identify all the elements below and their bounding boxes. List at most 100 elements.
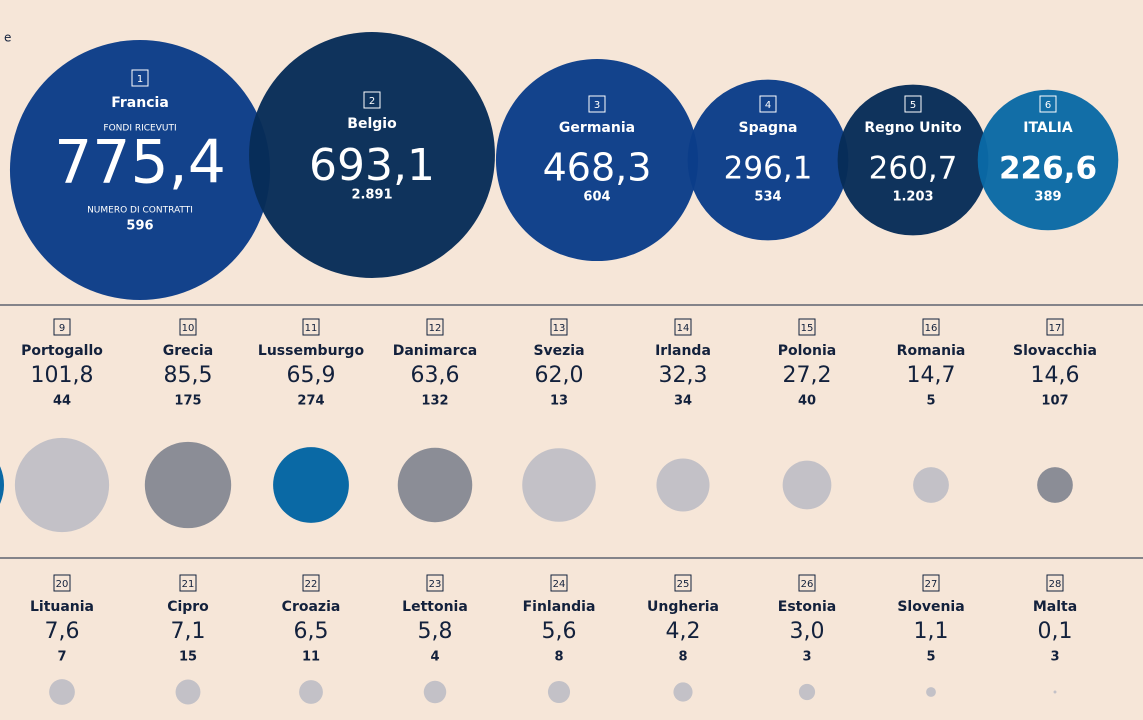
rank: 14 (677, 323, 690, 334)
contracts: 389 (1034, 190, 1061, 205)
rank-box (798, 318, 816, 336)
funds-value: 226,6 (999, 151, 1097, 187)
funds-value: 7,1 (171, 619, 206, 644)
rank: 24 (553, 579, 566, 590)
funds-value: 65,9 (287, 363, 336, 388)
rank: 25 (677, 579, 690, 590)
rank-box (759, 95, 777, 113)
bubble (175, 679, 201, 705)
country-name: Cipro (167, 599, 209, 615)
rank: 9 (59, 323, 65, 334)
rank-box (1046, 318, 1064, 336)
bubble (1053, 690, 1057, 694)
contracts: 40 (798, 394, 816, 409)
country-name: Spagna (739, 120, 798, 136)
country-name: Belgio (347, 116, 397, 132)
contracts: 2.891 (351, 188, 392, 203)
contracts: 7 (57, 650, 66, 665)
rank: 22 (305, 579, 318, 590)
bubble (249, 32, 495, 278)
country-name: Francia (111, 95, 169, 111)
bubble (49, 679, 75, 705)
funds-value: 468,3 (543, 146, 652, 190)
country-name: Croazia (282, 599, 341, 615)
funds-value: 6,5 (294, 619, 329, 644)
rank: 2 (369, 96, 375, 107)
funds-value: 1,1 (914, 619, 949, 644)
funds-value: 14,6 (1031, 363, 1080, 388)
rank-box (179, 574, 197, 592)
rank-box (798, 574, 816, 592)
contracts: 5 (926, 394, 935, 409)
bubble (926, 687, 936, 697)
country-name: Estonia (778, 599, 836, 615)
rank: 12 (429, 323, 442, 334)
country-name: ITALIA (1023, 120, 1073, 136)
bubble (495, 58, 699, 262)
bubble (9, 39, 271, 301)
contracts: 274 (297, 394, 324, 409)
country-name: Regno Unito (864, 120, 962, 136)
rank: 13 (553, 323, 566, 334)
bubble (423, 680, 447, 704)
funds-caption: FONDI RICEVUTI (103, 124, 176, 134)
bubble (913, 467, 949, 503)
rank: 1 (137, 74, 143, 85)
country-name: Slovacchia (1013, 343, 1097, 359)
rank-box (922, 318, 940, 336)
rank-box (179, 318, 197, 336)
funds-value: 101,8 (31, 363, 94, 388)
rank: 23 (429, 579, 442, 590)
bubble (837, 84, 989, 236)
rank: 3 (594, 100, 600, 111)
country-name: Danimarca (393, 343, 478, 359)
middle-row: 9Portogallo101,84410Grecia85,517511Lusse… (14, 318, 1097, 705)
bubble (144, 441, 232, 529)
contracts: 8 (554, 650, 563, 665)
contracts: 44 (53, 394, 71, 409)
funds-value: 63,6 (411, 363, 460, 388)
contracts: 3 (802, 650, 811, 665)
contracts: 15 (179, 650, 197, 665)
rank-box (53, 318, 71, 336)
funds-value: 4,2 (666, 619, 701, 644)
funds-value: 27,2 (783, 363, 832, 388)
contracts: 11 (302, 650, 320, 665)
rank-box (550, 318, 568, 336)
country-name: Lussemburgo (258, 343, 365, 359)
rank-box (1046, 574, 1064, 592)
country-name: Grecia (163, 343, 213, 359)
funds-value: 3,0 (790, 619, 825, 644)
contracts: 175 (174, 394, 201, 409)
bubble (522, 448, 596, 522)
bubble (798, 683, 816, 701)
rank: 11 (305, 323, 318, 334)
rank-box (53, 574, 71, 592)
rank-box (674, 574, 692, 592)
country-name: Romania (897, 343, 966, 359)
contracts: 596 (126, 219, 153, 234)
rank: 26 (801, 579, 814, 590)
rank-box (550, 574, 568, 592)
rank: 4 (765, 100, 771, 111)
rank: 17 (1049, 323, 1062, 334)
rank: 16 (925, 323, 938, 334)
funds-value: 296,1 (724, 151, 813, 187)
funds-value: 0,1 (1038, 619, 1073, 644)
country-name: Lettonia (402, 599, 468, 615)
funds-value: 693,1 (309, 140, 435, 191)
rank: 5 (910, 100, 916, 111)
rank: 6 (1045, 100, 1051, 111)
country-name: Slovenia (897, 599, 964, 615)
rank: 27 (925, 579, 938, 590)
rank-box (302, 574, 320, 592)
country-name: Svezia (533, 343, 584, 359)
rank-box (922, 574, 940, 592)
contracts: 132 (421, 394, 448, 409)
contracts: 8 (678, 650, 687, 665)
cut-bubble (0, 466, 4, 504)
rank-box (904, 95, 922, 113)
intro-fragment: e (4, 31, 11, 45)
rank: 15 (801, 323, 814, 334)
